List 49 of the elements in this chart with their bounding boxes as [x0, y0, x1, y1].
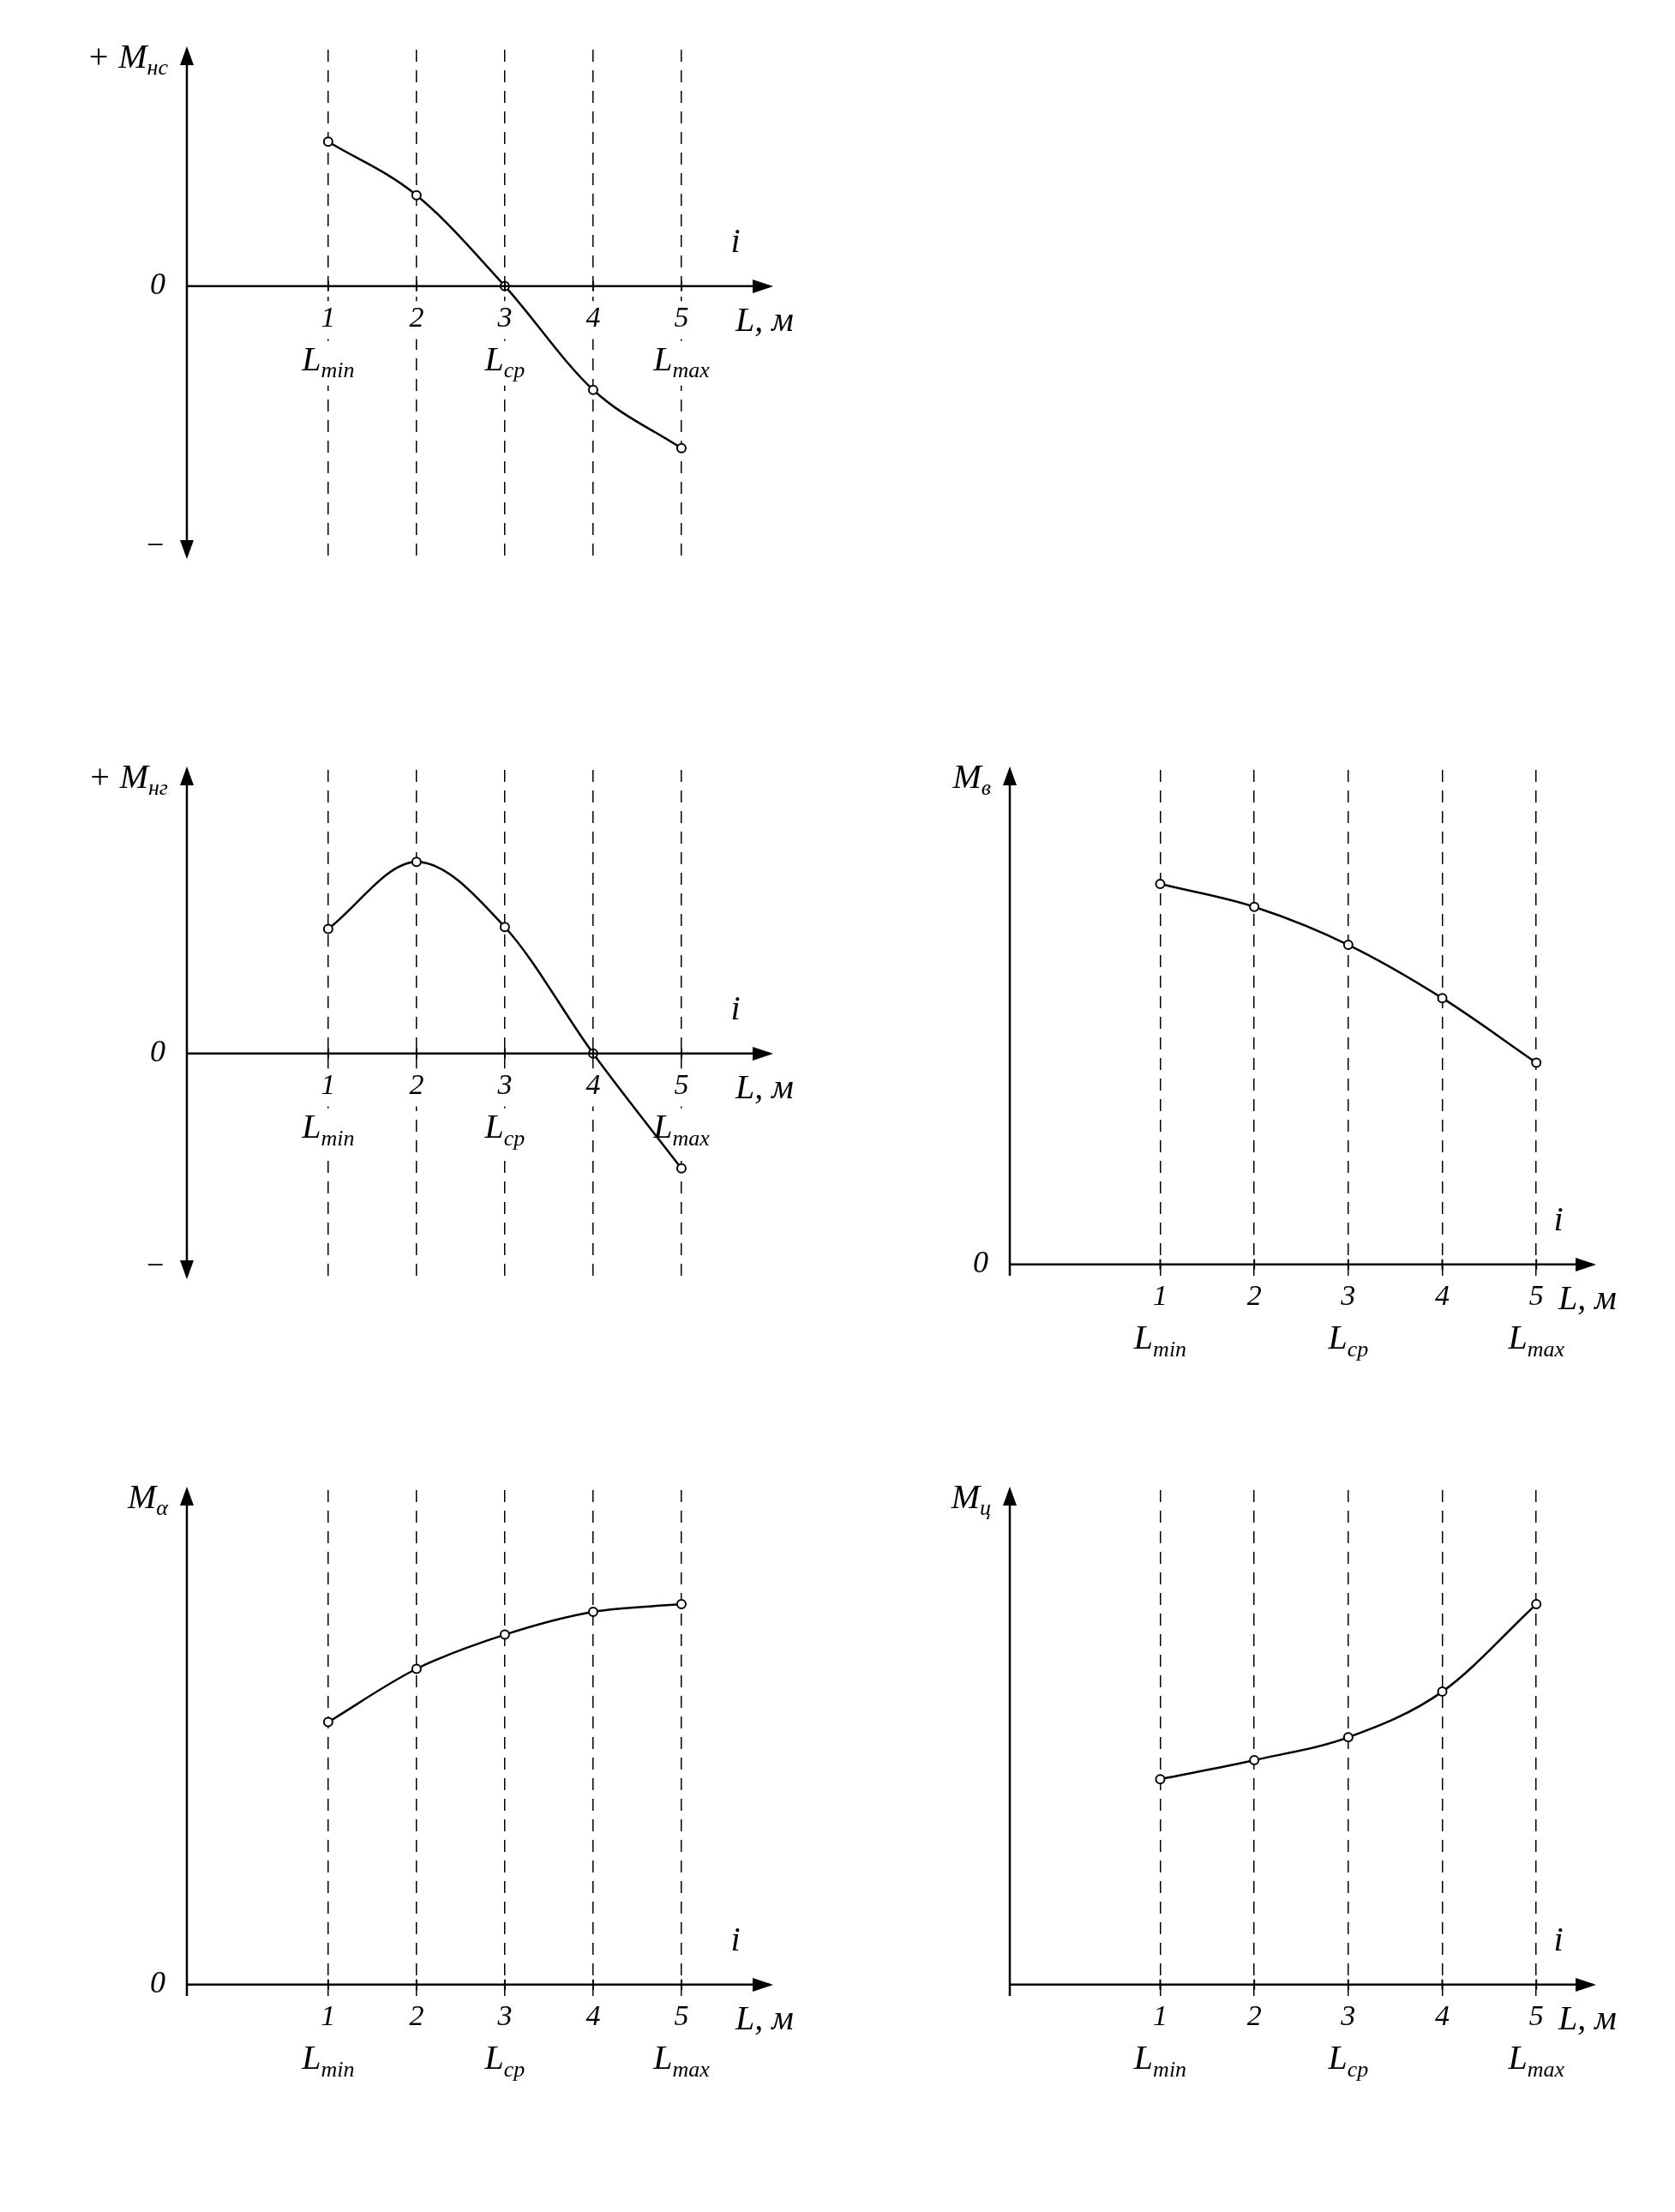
- point: [499, 1629, 510, 1640]
- x-tick-label: 2: [1246, 1999, 1262, 2031]
- point: [1531, 1057, 1542, 1068]
- point: [675, 1163, 687, 1174]
- point: [1437, 1686, 1448, 1698]
- annotation: i: [730, 1920, 741, 1959]
- text: −: [144, 527, 165, 562]
- point: [1155, 1774, 1166, 1785]
- point: [411, 857, 422, 868]
- annotation: i: [730, 221, 741, 261]
- x-tick-label: 2: [409, 300, 424, 333]
- x-tick-label: 2: [409, 1999, 424, 2031]
- point: [587, 1606, 598, 1617]
- point: [499, 922, 510, 933]
- x-axis-title: L, м: [735, 1999, 794, 2038]
- point: [1531, 1599, 1542, 1610]
- x-tick-label: 2: [409, 1067, 424, 1100]
- point: [411, 189, 422, 201]
- point: [1342, 940, 1354, 951]
- x-tick-label: 2: [1246, 1278, 1262, 1311]
- point: [322, 923, 333, 935]
- point: [411, 1663, 422, 1674]
- point: [587, 384, 598, 395]
- x-tick-label: 4: [1435, 1278, 1450, 1311]
- point: [675, 1599, 687, 1610]
- point: [1155, 879, 1166, 890]
- annotation: i: [1553, 1199, 1564, 1239]
- text: 0: [150, 1965, 165, 2000]
- text: 0: [150, 1034, 165, 1069]
- point: [675, 442, 687, 454]
- point: [1342, 1732, 1354, 1743]
- annotation: i: [730, 989, 741, 1028]
- text: −: [144, 1247, 165, 1283]
- x-axis-title: L, м: [735, 1067, 794, 1107]
- point: [1249, 901, 1260, 912]
- point: [1437, 993, 1448, 1004]
- x-axis-title: L, м: [735, 300, 794, 340]
- point: [322, 1716, 333, 1728]
- x-tick-label: 4: [585, 1999, 601, 2031]
- x-tick-label: 4: [1435, 1999, 1450, 2031]
- x-tick-label: 4: [585, 1067, 601, 1100]
- x-tick-label: 4: [585, 300, 601, 333]
- point: [322, 136, 333, 147]
- x-axis-title: L, м: [1558, 1278, 1617, 1318]
- text: 0: [150, 267, 165, 302]
- annotation: i: [1553, 1920, 1564, 1959]
- point: [1249, 1754, 1260, 1765]
- text: 0: [973, 1245, 988, 1280]
- x-axis-title: L, м: [1558, 1999, 1617, 2038]
